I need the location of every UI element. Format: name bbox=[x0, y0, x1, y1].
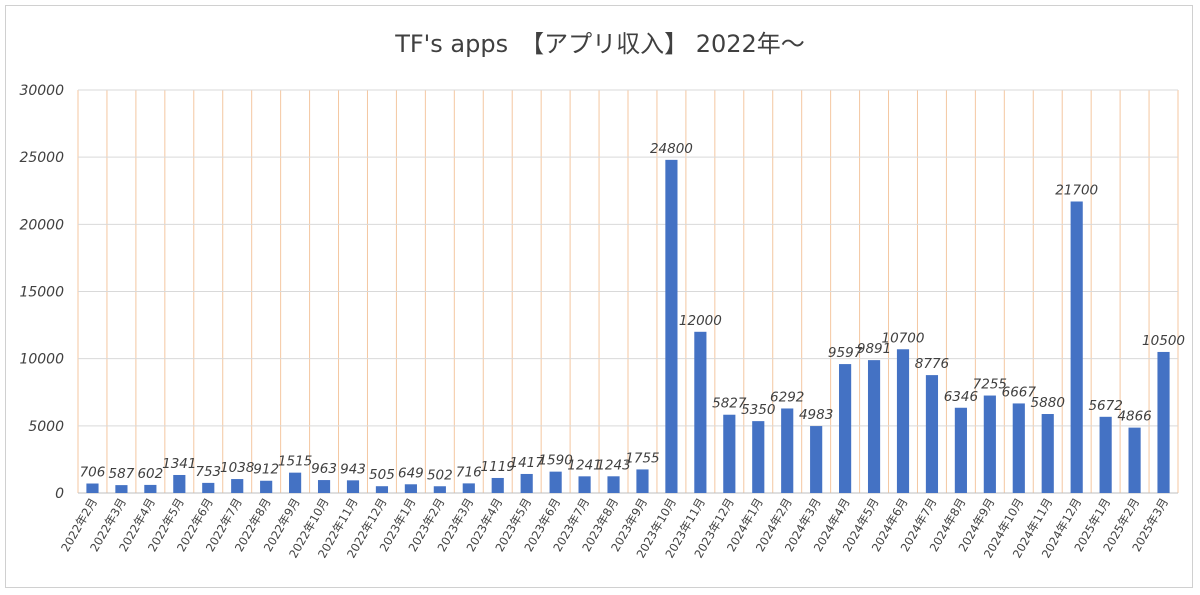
y-tick-label: 0 bbox=[55, 486, 64, 502]
bar bbox=[375, 486, 389, 493]
bar bbox=[810, 426, 823, 493]
data-label: 24800 bbox=[650, 141, 693, 157]
bars bbox=[86, 159, 1170, 493]
data-label: 1119 bbox=[481, 459, 515, 475]
bar bbox=[925, 375, 939, 493]
data-label: 5880 bbox=[1031, 395, 1065, 411]
data-label: 6667 bbox=[1002, 384, 1037, 400]
x-axis: 2022年2月2022年3月2022年4月2022年5月2022年6月2022年… bbox=[58, 495, 1171, 560]
data-label: 587 bbox=[109, 466, 135, 482]
data-label: 10500 bbox=[1142, 333, 1185, 349]
bar bbox=[694, 331, 707, 493]
y-tick-label: 25000 bbox=[19, 150, 64, 166]
bar bbox=[1099, 416, 1112, 493]
bar bbox=[896, 349, 910, 493]
data-label: 4983 bbox=[799, 407, 833, 423]
bar bbox=[578, 476, 591, 493]
bar bbox=[317, 480, 331, 493]
data-label: 963 bbox=[311, 461, 337, 477]
bar bbox=[202, 482, 215, 493]
data-label: 5672 bbox=[1088, 398, 1122, 414]
bar bbox=[433, 486, 446, 493]
data-label: 1515 bbox=[278, 454, 312, 470]
data-label: 716 bbox=[456, 464, 482, 480]
data-label: 502 bbox=[427, 467, 453, 483]
data-label: 912 bbox=[253, 462, 279, 478]
y-tick-label: 15000 bbox=[19, 285, 64, 301]
data-label: 9597 bbox=[828, 345, 863, 361]
bar bbox=[462, 483, 475, 493]
data-label: 1038 bbox=[220, 460, 254, 476]
bar bbox=[983, 395, 996, 493]
bar bbox=[231, 479, 244, 493]
bar bbox=[1070, 201, 1083, 493]
bar bbox=[636, 469, 649, 493]
data-label: 649 bbox=[398, 465, 424, 481]
data-label: 6346 bbox=[944, 389, 978, 405]
data-label: 5827 bbox=[712, 396, 747, 412]
data-label: 505 bbox=[369, 467, 395, 483]
bar bbox=[607, 476, 620, 493]
bar bbox=[520, 473, 533, 493]
y-axis: 0 5000 10000 15000 20000 25000 30000 bbox=[19, 83, 64, 502]
data-label: 1417 bbox=[510, 455, 545, 471]
data-label: 1241 bbox=[567, 457, 601, 473]
bar bbox=[144, 484, 157, 493]
data-label: 602 bbox=[137, 466, 163, 482]
bar bbox=[781, 408, 794, 493]
y-tick-label: 20000 bbox=[19, 217, 64, 233]
bar bbox=[1128, 427, 1141, 493]
bar bbox=[954, 407, 967, 493]
bar bbox=[86, 483, 99, 493]
y-tick-label: 5000 bbox=[28, 419, 64, 435]
grid bbox=[77, 89, 1179, 494]
bar bbox=[173, 474, 186, 493]
data-label: 12000 bbox=[679, 313, 722, 329]
data-label: 21700 bbox=[1055, 182, 1098, 198]
chart-title: TF's apps 【アプリ収入】 2022年〜 bbox=[394, 30, 805, 58]
data-label: 9891 bbox=[857, 341, 891, 357]
data-label: 5350 bbox=[741, 402, 775, 418]
data-label: 943 bbox=[340, 461, 366, 477]
bar bbox=[491, 477, 504, 493]
y-tick-label: 10000 bbox=[19, 352, 64, 368]
bar bbox=[665, 159, 678, 493]
data-label: 1755 bbox=[625, 450, 659, 466]
bar bbox=[723, 414, 736, 493]
data-label: 1590 bbox=[538, 453, 572, 469]
data-label: 1341 bbox=[162, 456, 196, 472]
data-label: 753 bbox=[195, 464, 221, 480]
bar bbox=[752, 421, 765, 493]
data-label: 4866 bbox=[1117, 409, 1151, 425]
bar bbox=[289, 472, 302, 493]
bar bbox=[404, 484, 417, 493]
data-label: 1243 bbox=[596, 457, 630, 473]
bar bbox=[260, 480, 273, 493]
y-tick-label: 30000 bbox=[19, 83, 64, 99]
bar bbox=[346, 480, 360, 493]
bar bbox=[1157, 351, 1170, 493]
bar bbox=[115, 485, 128, 493]
bar bbox=[839, 364, 852, 493]
data-label: 10700 bbox=[882, 330, 925, 346]
data-label: 6292 bbox=[770, 389, 804, 405]
bar bbox=[1012, 403, 1025, 493]
data-label: 8776 bbox=[915, 356, 949, 372]
bar bbox=[1041, 414, 1054, 493]
data-label: 706 bbox=[80, 465, 106, 481]
bar bbox=[549, 471, 562, 493]
bar bbox=[867, 360, 881, 493]
data-label: 7255 bbox=[973, 377, 1007, 393]
